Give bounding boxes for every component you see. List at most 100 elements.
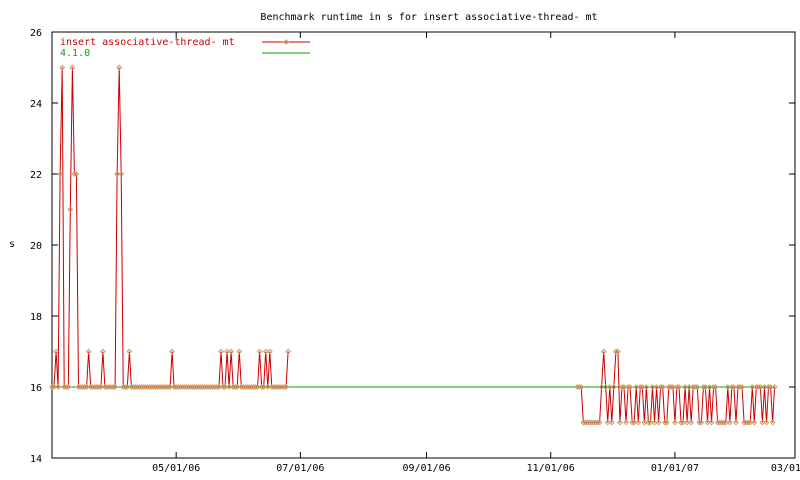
data-point	[209, 384, 216, 390]
data-point	[608, 419, 615, 426]
data-point	[718, 419, 725, 426]
data-point	[617, 419, 623, 426]
y-tick-label: 18	[30, 312, 42, 323]
data-point	[67, 206, 74, 213]
data-point	[637, 384, 644, 390]
data-point	[281, 384, 287, 390]
data-point	[254, 384, 261, 390]
y-axis-label: s	[9, 239, 15, 250]
data-point	[244, 384, 251, 390]
data-point	[179, 384, 186, 390]
data-point	[578, 384, 585, 390]
data-point	[598, 384, 605, 390]
data-point	[714, 419, 721, 426]
data-point	[580, 419, 587, 426]
data-point	[655, 419, 662, 426]
data-point	[627, 384, 634, 390]
data-point	[706, 384, 713, 390]
data-point	[663, 419, 670, 426]
data-point	[692, 384, 699, 390]
data-point	[199, 384, 206, 390]
data-point	[79, 384, 86, 390]
data-point	[696, 419, 703, 426]
data-point	[651, 419, 658, 426]
data-point	[702, 384, 709, 390]
data-point	[183, 384, 190, 390]
data-point	[258, 384, 265, 390]
data-point	[625, 384, 631, 390]
data-point	[574, 384, 581, 390]
data-point	[629, 419, 636, 426]
data-point	[724, 384, 731, 390]
data-point	[684, 419, 691, 426]
data-point	[602, 384, 609, 390]
data-point	[116, 64, 123, 71]
data-point	[75, 384, 82, 390]
data-point	[236, 348, 243, 355]
data-point	[112, 384, 119, 390]
data-point	[163, 384, 169, 390]
data-point	[610, 384, 617, 390]
x-tick-label: 01/01/07	[651, 463, 699, 474]
data-point	[635, 419, 642, 426]
data-point	[260, 384, 267, 390]
data-point	[171, 384, 178, 390]
data-point	[191, 384, 198, 390]
data-point	[248, 384, 255, 390]
data-point	[586, 419, 593, 426]
data-point	[759, 419, 766, 426]
data-point	[600, 348, 607, 355]
data-point	[169, 348, 176, 355]
data-point	[769, 419, 776, 426]
data-point	[726, 419, 733, 426]
legend-label-series: insert associative-thread- mt	[60, 37, 235, 48]
x-tick-label: 11/01/06	[527, 463, 575, 474]
data-point	[735, 384, 741, 390]
data-point	[584, 419, 591, 426]
data-point	[619, 384, 625, 390]
data-point	[623, 419, 629, 426]
data-point	[671, 419, 678, 426]
data-point	[268, 384, 275, 390]
data-point	[224, 348, 230, 355]
data-point	[95, 384, 102, 390]
data-point	[203, 384, 210, 390]
data-point	[694, 384, 701, 390]
data-point	[211, 384, 218, 390]
y-tick-label: 16	[30, 383, 42, 394]
legend-point-marker	[283, 39, 289, 45]
data-point	[124, 384, 131, 390]
data-point	[690, 384, 697, 390]
data-point	[710, 384, 717, 390]
data-point	[63, 384, 70, 390]
data-point	[120, 384, 127, 390]
data-point	[678, 419, 684, 426]
data-point	[152, 384, 159, 390]
data-point	[621, 384, 627, 390]
data-point	[165, 384, 171, 390]
data-point	[232, 384, 239, 390]
data-point	[761, 384, 768, 390]
data-point	[737, 384, 743, 390]
data-point	[604, 419, 611, 426]
data-point	[230, 384, 237, 390]
data-point	[277, 384, 283, 390]
data-point	[159, 384, 165, 390]
data-point	[49, 384, 55, 390]
data-point	[146, 384, 153, 390]
data-point	[213, 384, 220, 390]
data-point	[175, 384, 182, 390]
data-point	[106, 384, 112, 390]
data-point	[728, 384, 735, 390]
data-point	[69, 64, 76, 71]
data-point	[682, 384, 688, 390]
y-tick-label: 20	[30, 241, 42, 252]
data-point	[187, 384, 194, 390]
data-point	[753, 384, 760, 390]
data-point	[104, 384, 110, 390]
chart-title: Benchmark runtime in s for insert associ…	[260, 12, 597, 23]
data-point	[594, 419, 601, 426]
data-point	[220, 384, 226, 390]
data-point	[712, 384, 719, 390]
data-point	[167, 384, 173, 390]
